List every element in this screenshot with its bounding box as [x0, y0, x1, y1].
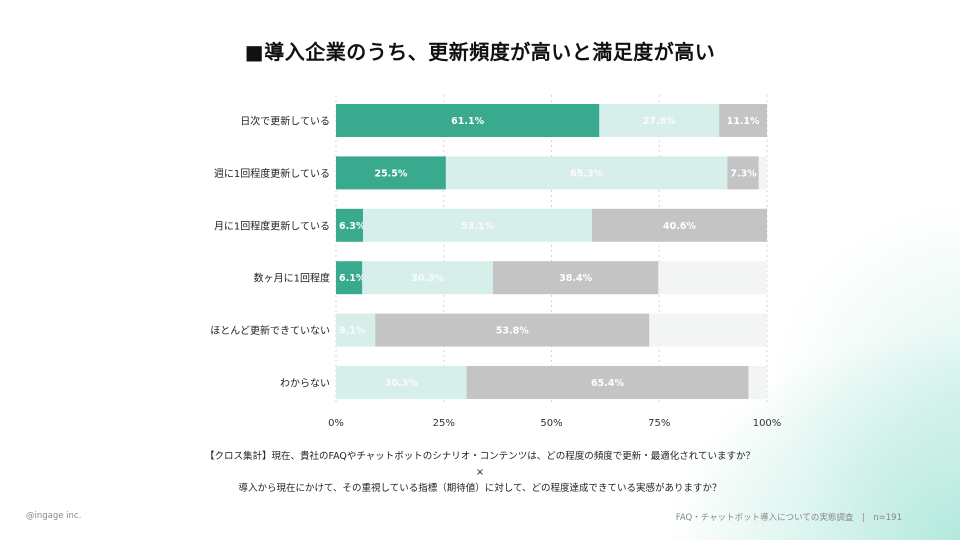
question-cross: × — [476, 467, 484, 478]
bar-segment — [336, 366, 467, 399]
x-tick-label: 75% — [648, 418, 670, 429]
question-line-1: 【クロス集計】現在、貴社のFAQやチャットボットのシナリオ・コンテンツは、どの程… — [204, 451, 756, 462]
question-line-2: 導入から現在にかけて、その重視している指標（期待値）に対して、どの程度達成できて… — [238, 483, 722, 494]
copyright: @ingage inc. — [26, 511, 82, 521]
bar-value-label: 27.8% — [643, 116, 676, 127]
bar-value-label: 40.6% — [663, 221, 696, 232]
bar-segment — [748, 366, 767, 399]
bar-value-label: 9.1% — [339, 326, 366, 337]
category-label: 月に1回程度更新している — [214, 219, 330, 232]
category-label: 日次で更新している — [240, 115, 330, 128]
bar-value-label: 53.1% — [461, 221, 494, 232]
bar-value-label: 7.3% — [730, 168, 757, 179]
bar-value-label: 30.3% — [385, 378, 418, 389]
bar-value-label: 61.1% — [451, 116, 484, 127]
x-tick-label: 50% — [540, 418, 562, 429]
bar-value-label: 6.1% — [339, 273, 366, 284]
bar-segment — [649, 313, 767, 347]
bar-segment — [336, 313, 376, 347]
bar-segment — [727, 156, 759, 190]
category-label: ほとんど更新できていない — [210, 324, 330, 337]
category-label: 週に1回程度更新している — [214, 167, 330, 180]
footer-note: FAQ・チャットボット導入についての実態調査 | n=191 — [675, 513, 902, 523]
bar-value-label: 65.3% — [570, 168, 603, 179]
bar-segment — [336, 104, 600, 137]
bar-value-label: 25.5% — [374, 168, 407, 179]
bar-segment — [758, 156, 767, 190]
category-label: 数ヶ月に1回程度 — [254, 272, 330, 285]
bar-segment — [466, 366, 749, 399]
page-title: ■導入企業のうち、更新頻度が高いと満足度が高い — [244, 40, 716, 64]
x-tick-label: 100% — [753, 418, 782, 429]
bar-value-label: 30.3% — [411, 273, 444, 284]
x-tick-label: 25% — [433, 418, 455, 429]
bar-segment — [719, 104, 767, 137]
bar-segment — [363, 208, 593, 242]
bar-segment — [592, 208, 767, 242]
survey-question: 【クロス集計】現在、貴社のFAQやチャットボットのシナリオ・コンテンツは、どの程… — [0, 449, 960, 497]
category-label: わからない — [280, 378, 330, 390]
x-tick-label: 0% — [328, 418, 344, 429]
bar-value-label: 38.4% — [559, 273, 592, 284]
bar-segment — [362, 261, 493, 295]
bar-value-label: 53.8% — [496, 326, 529, 337]
bar-segment — [375, 313, 650, 347]
bar-segment — [336, 156, 446, 190]
bar-segment — [336, 208, 364, 242]
bar-segment — [658, 261, 767, 295]
bar-segment — [445, 156, 728, 190]
bar-value-label: 6.3% — [339, 221, 366, 232]
bar-segment — [336, 261, 363, 295]
bar-segment — [492, 261, 659, 295]
bar-segment — [599, 104, 720, 137]
bar-value-label: 65.4% — [591, 378, 624, 389]
bar-value-label: 11.1% — [727, 116, 760, 127]
